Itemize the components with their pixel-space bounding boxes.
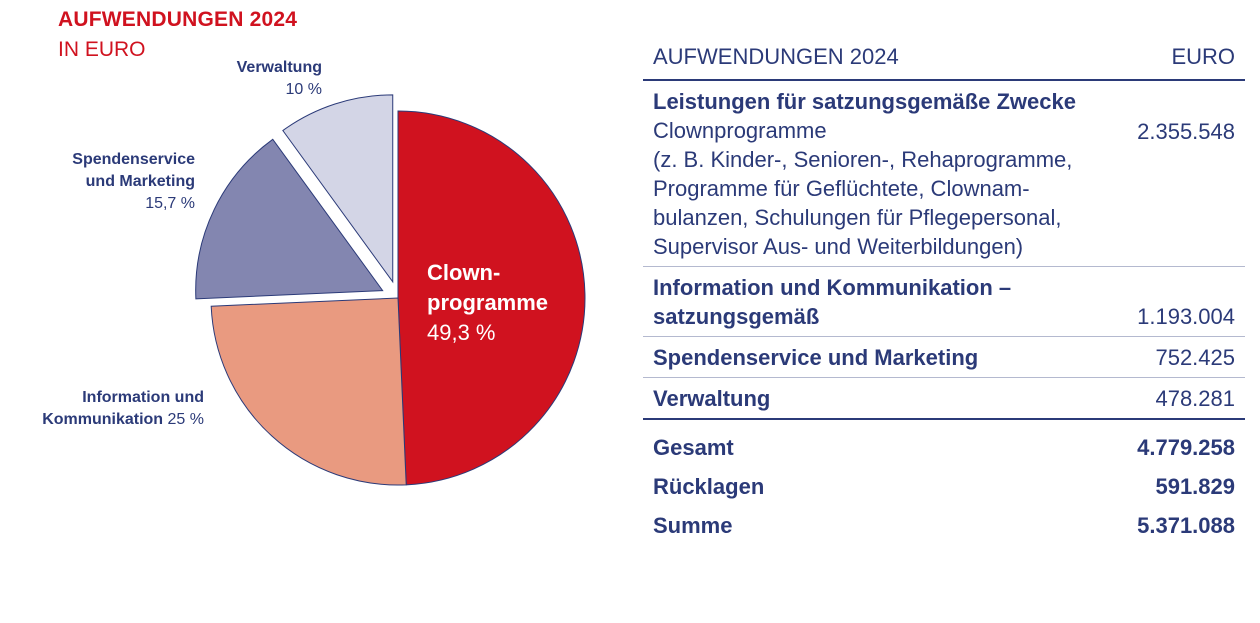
row-desc-4: bulanzen, Schulungen für Pflegepersonal, (653, 205, 1062, 230)
label-spendenservice-line1: Spendenservice (72, 151, 195, 168)
chart-subtitle: IN EURO (58, 38, 146, 61)
row-value: 478.281 (1155, 386, 1235, 411)
total-row-ruecklagen: Rücklagen 591.829 (643, 467, 1245, 506)
row-title: Leistungen für satzungsgemäße Zwecke (653, 89, 1076, 114)
label-clown-line2: programme (427, 290, 549, 315)
table-row: Verwaltung 478.281 (643, 378, 1245, 420)
label-spendenservice-value: 15,7 % (145, 195, 195, 212)
table-row: Spendenservice und Marketing 752.425 (643, 337, 1245, 378)
pie-slice-1 (210, 297, 407, 486)
row-value: 752.425 (1155, 345, 1235, 370)
label-information: Information und Kommunikation 25 % (20, 387, 204, 431)
pie-slice-3 (282, 94, 394, 284)
pie-chart (195, 94, 586, 486)
row-desc-1: Clownprogramme (653, 118, 827, 143)
chart-title: AUFWENDUNGEN 2024 (58, 8, 298, 31)
row-desc-3: Programme für Geflüchtete, Clownam- (653, 176, 1030, 201)
table-row: Leistungen für satzungsgemäße Zwecke Clo… (643, 81, 1245, 267)
total-label: Rücklagen (653, 474, 765, 499)
label-verwaltung-name: Verwaltung (236, 59, 322, 76)
row-desc-2: (z. B. Kinder-, Senioren-, Rehaprogramme… (653, 147, 1073, 172)
row-value: 2.355.548 (1137, 119, 1235, 144)
table-row: Information und Kommunikation – satzungs… (643, 267, 1245, 337)
totals-section: Gesamt 4.779.258 Rücklagen 591.829 Summe… (643, 420, 1245, 545)
label-clownprogramme: Clown- programme 49,3 % (427, 258, 548, 348)
table-header-label: AUFWENDUNGEN 2024 (653, 44, 899, 69)
row-title-line1: Information und Kommunikation – (653, 275, 1012, 300)
label-verwaltung: Verwaltung 10 % (230, 57, 322, 101)
total-row-summe: Summe 5.371.088 (643, 506, 1245, 545)
total-label: Gesamt (653, 435, 734, 460)
pie-slice-0 (397, 110, 586, 486)
label-information-line1: Information und (82, 389, 204, 406)
label-information-line2: Kommunikation 25 % (42, 411, 204, 428)
label-spendenservice-line2: und Marketing (85, 173, 195, 190)
table-header: AUFWENDUNGEN 2024 EURO (643, 40, 1245, 81)
total-value: 591.829 (1155, 474, 1235, 499)
total-value: 4.779.258 (1137, 435, 1235, 460)
expenses-table: AUFWENDUNGEN 2024 EURO Leistungen für sa… (643, 40, 1245, 545)
row-value: 1.193.004 (1137, 304, 1235, 329)
row-desc-5: Supervisor Aus- und Weiterbildungen) (653, 234, 1024, 259)
total-row-gesamt: Gesamt 4.779.258 (643, 428, 1245, 467)
label-verwaltung-value: 10 % (285, 81, 322, 98)
row-title: Spendenservice und Marketing (653, 345, 979, 370)
table-header-unit: EURO (1171, 44, 1235, 69)
row-title-line2: satzungsgemäß (653, 304, 820, 329)
total-label: Summe (653, 513, 733, 538)
label-clown-line1: Clown- (427, 260, 501, 285)
pie-slice-2 (195, 138, 384, 300)
total-value: 5.371.088 (1137, 513, 1235, 538)
label-clown-value: 49,3 % (427, 320, 496, 345)
label-spendenservice: Spendenservice und Marketing 15,7 % (40, 149, 195, 215)
row-title: Verwaltung (653, 386, 771, 411)
